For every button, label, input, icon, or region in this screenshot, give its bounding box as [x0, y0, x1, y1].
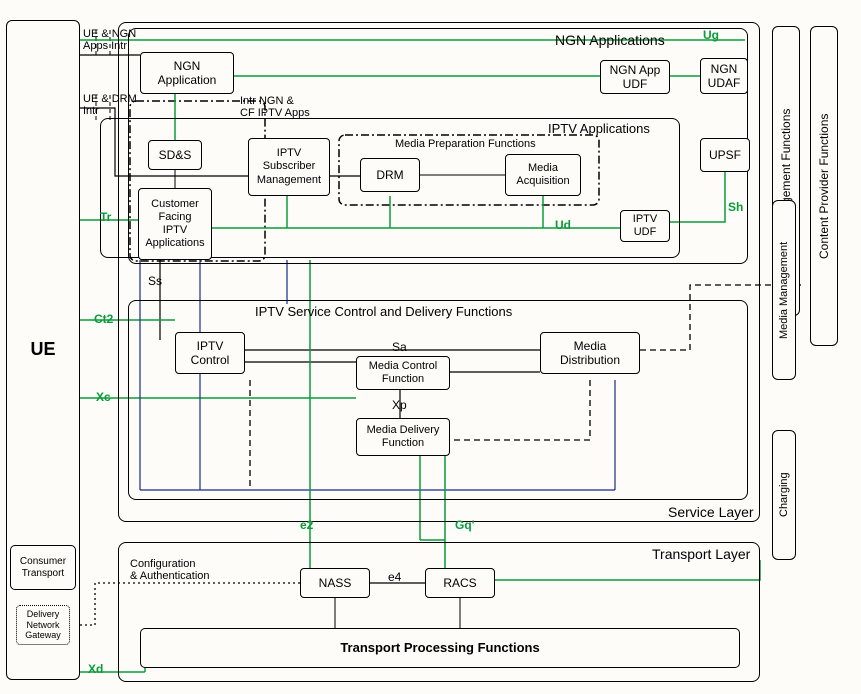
media-del-fn-label: Media Delivery Function: [367, 424, 440, 450]
sds-box: SD&S: [148, 140, 202, 170]
iptv-udf-label: IPTV UDF: [633, 213, 657, 239]
iface-xd: Xd: [88, 662, 103, 676]
iface-sh: Sh: [728, 200, 743, 214]
ngn-udaf-box: NGN UDAF: [700, 58, 748, 94]
racs-box: RACS: [425, 568, 495, 598]
iptv-control-label: IPTV Control: [191, 339, 230, 368]
service-layer-label: Service Layer: [668, 504, 754, 520]
cf-iptv-box: Customer Facing IPTV Applications: [138, 188, 212, 260]
iface-conf-auth: Configuration & Authentication: [130, 558, 210, 582]
iface-sa: Sa: [392, 340, 407, 354]
iface-ud: Ud: [555, 218, 571, 232]
cf-iptv-label: Customer Facing IPTV Applications: [145, 198, 204, 251]
delivery-gateway-label: Delivery Network Gateway: [25, 609, 61, 641]
media-dist-label: Media Distribution: [560, 339, 620, 368]
content-provider-box: Content Provider Functions: [810, 26, 838, 346]
media-mgmt-label: Media Management: [778, 241, 790, 338]
iptv-scdf-label: IPTV Service Control and Delivery Functi…: [255, 304, 512, 319]
charging-box: Charging: [772, 430, 796, 560]
ue-label: UE: [30, 339, 55, 361]
iface-ct2: Ct2: [94, 312, 113, 326]
iface-e2: e2: [300, 518, 313, 532]
ngn-application-box: NGN Application: [140, 52, 234, 94]
upsf-box: UPSF: [700, 138, 750, 172]
iptv-apps-label: IPTV Applications: [548, 121, 650, 136]
iptv-udf-box: IPTV UDF: [620, 210, 670, 242]
content-provider-label: Content Provider Functions: [817, 113, 831, 258]
media-acq-label: Media Acquisition: [516, 162, 569, 188]
iptv-sub-mgmt-box: IPTV Subscriber Management: [248, 138, 330, 196]
tpf-label: Transport Processing Functions: [340, 640, 539, 656]
nass-box: NASS: [300, 568, 370, 598]
transport-layer-label: Transport Layer: [652, 546, 750, 562]
iface-e4: e4: [388, 570, 401, 584]
ngn-app-udf-label: NGN App UDF: [610, 63, 661, 92]
iface-ue-drm: UE & DRM Intr: [83, 93, 137, 117]
media-ctrl-fn-label: Media Control Function: [369, 360, 437, 386]
iface-xp: Xp: [392, 398, 407, 412]
iface-intr-ngn-cf: Intr NGN & CF IPTV Apps: [240, 95, 310, 119]
iptv-scdf-container: [128, 300, 748, 500]
upsf-label: UPSF: [709, 148, 741, 162]
media-acq-box: Media Acquisition: [505, 154, 581, 196]
nass-label: NASS: [319, 576, 352, 590]
racs-label: RACS: [443, 576, 476, 590]
media-ctrl-fn-box: Media Control Function: [356, 356, 450, 390]
iface-ug: Ug: [703, 28, 719, 42]
iface-xc: Xc: [96, 390, 111, 404]
ngn-app-udf-box: NGN App UDF: [600, 60, 670, 94]
ngn-apps-label: NGN Applications: [555, 32, 665, 48]
iptv-control-box: IPTV Control: [175, 332, 245, 374]
delivery-gateway-box: Delivery Network Gateway: [16, 605, 70, 645]
iptv-sub-mgmt-label: IPTV Subscriber Management: [257, 147, 321, 187]
iface-ss: Ss: [148, 274, 162, 288]
iface-gq: Gq': [455, 518, 475, 532]
consumer-transport-box: Consumer Transport: [10, 545, 76, 590]
media-mgmt-box: Media Management: [772, 200, 796, 380]
tpf-box: Transport Processing Functions: [140, 628, 740, 668]
ngn-udaf-label: NGN UDAF: [708, 62, 741, 91]
charging-label: Charging: [778, 473, 790, 518]
drm-box: DRM: [360, 158, 420, 192]
iface-ue-ngn: UE & NGN Apps Intr: [83, 28, 136, 52]
sds-label: SD&S: [159, 148, 192, 162]
drm-label: DRM: [376, 168, 403, 182]
media-del-fn-box: Media Delivery Function: [356, 418, 450, 456]
ngn-application-label: NGN Application: [158, 59, 217, 88]
consumer-transport-label: Consumer Transport: [20, 556, 66, 580]
media-prep-label: Media Preparation Functions: [395, 138, 536, 150]
media-dist-box: Media Distribution: [540, 332, 640, 374]
iface-tr: Tr: [100, 210, 111, 224]
